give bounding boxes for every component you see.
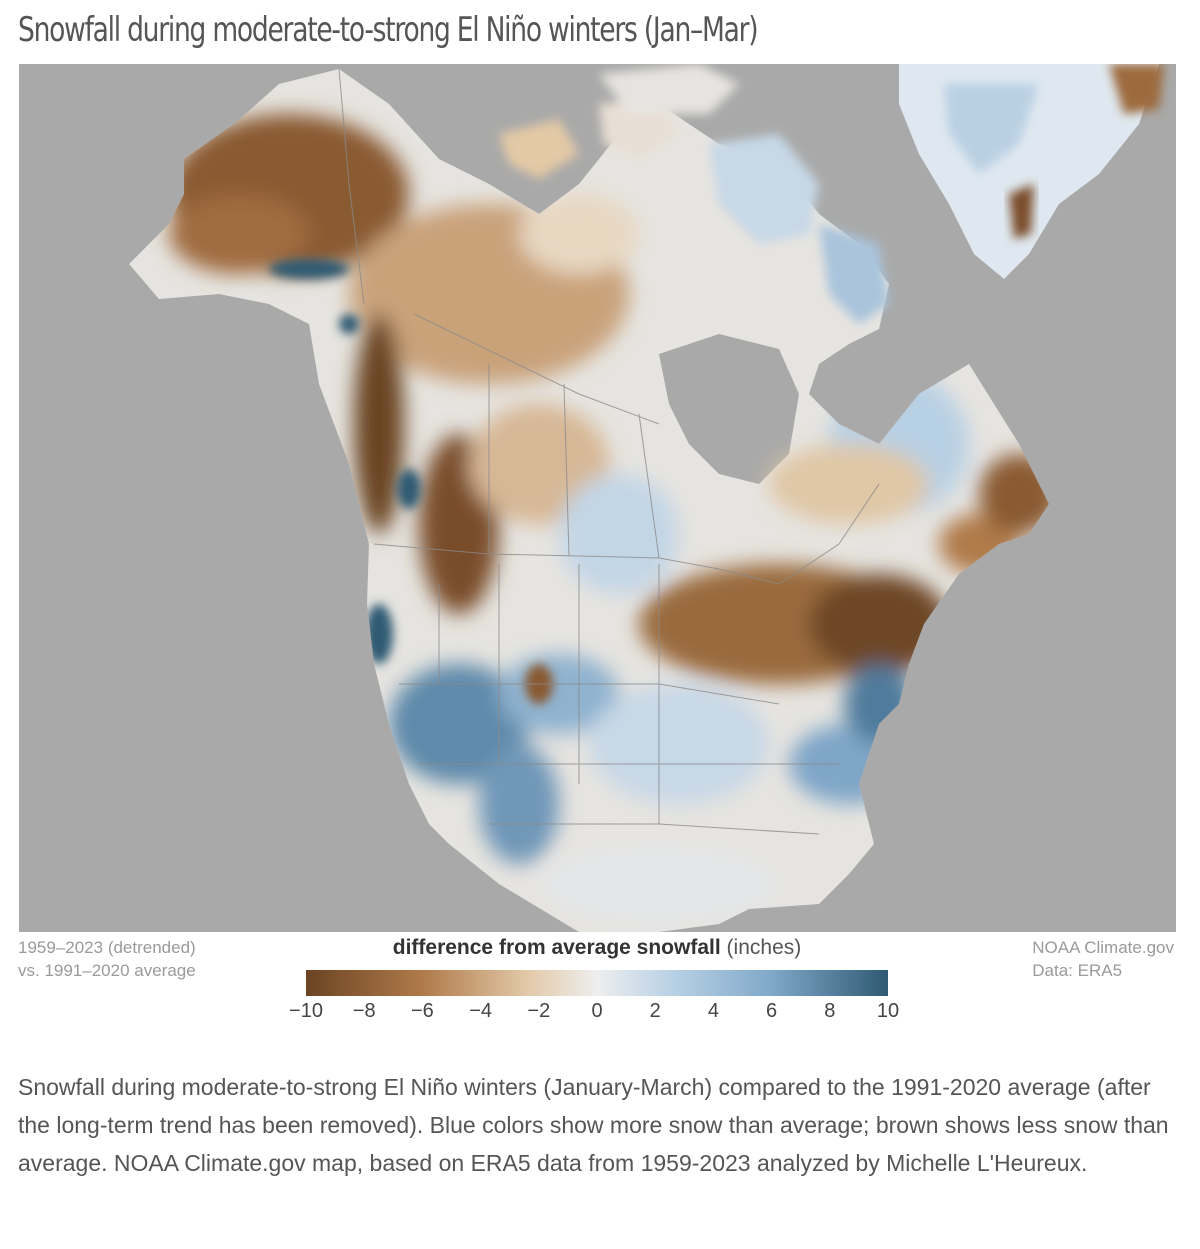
figure-caption: Snowfall during moderate-to-strong El Ni… (18, 1074, 1169, 1176)
legend-tick-label: −2 (527, 1000, 551, 1022)
legend-title-unit: (inches) (726, 936, 802, 959)
legend-color-bar (306, 970, 888, 996)
legend-tick-label: 8 (824, 1000, 836, 1022)
legend-tick-label: 2 (649, 1000, 661, 1022)
legend-tick-label: 6 (766, 1000, 778, 1022)
legend-tick-label: −10 (289, 1000, 323, 1022)
political-borders (338, 68, 880, 835)
period-note-line: 1959–2023 (detrended) (18, 938, 196, 957)
credit-note: NOAA Climate.gov Data: ERA5 (1032, 936, 1174, 982)
legend-title-main: difference from average snowfall (392, 936, 721, 959)
legend-tick-label: −4 (469, 1000, 492, 1022)
greenland (899, 64, 1164, 279)
legend-tick-label: −8 (352, 1000, 376, 1022)
arctic-islands (499, 64, 889, 324)
hudson-bay (659, 334, 799, 484)
period-note-line: vs. 1991–2020 average (18, 961, 196, 980)
legend-tick-label: 4 (707, 1000, 719, 1022)
legend-tick-label: −6 (410, 1000, 434, 1022)
credit-note-line: Data: ERA5 (1032, 961, 1123, 980)
legend-tick-label: 10 (876, 1000, 900, 1022)
period-note: 1959–2023 (detrended) vs. 1991–2020 aver… (18, 936, 196, 982)
credit-note-line: NOAA Climate.gov (1032, 938, 1174, 957)
legend-gradient (306, 970, 888, 996)
legend-tick-label: 0 (591, 1000, 603, 1022)
legend-title: difference from average snowfall (inches… (306, 936, 888, 960)
snowfall-anomaly-map (19, 64, 1176, 932)
map-title: Snowfall during moderate-to-strong El Ni… (18, 10, 759, 50)
